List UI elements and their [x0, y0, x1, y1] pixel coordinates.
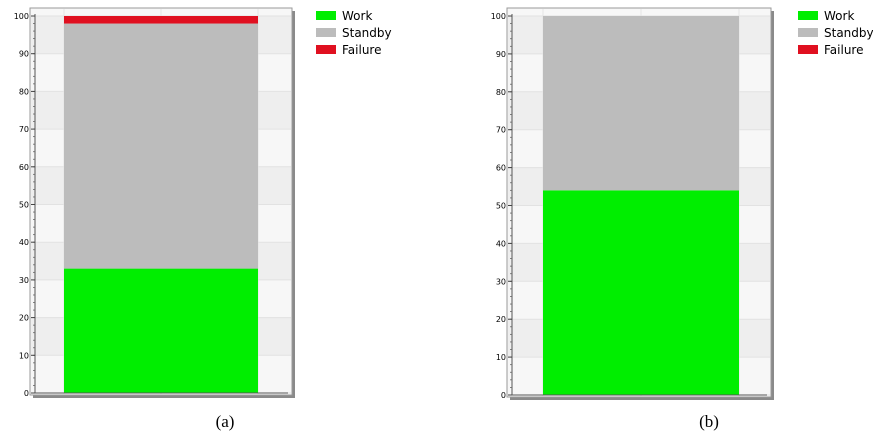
y-tick-label: 90	[496, 50, 506, 59]
bar-segment-work	[543, 190, 739, 395]
chart-caption-b: (b)	[699, 412, 719, 431]
chart-b: 0 10 20 30 40 50 60 70 80 90 100 Work Standby Failure	[491, 7, 873, 400]
y-tick-label: 10	[19, 351, 29, 360]
legend-swatch-failure	[316, 45, 336, 54]
y-tick-label: 80	[496, 88, 506, 97]
y-tick-label: 60	[19, 163, 29, 172]
y-tick-label: 40	[496, 239, 506, 248]
y-tick-label: 100	[491, 12, 506, 21]
legend-label-work: Work	[342, 9, 372, 23]
y-tick-label: 90	[19, 50, 29, 59]
y-tick-label: 10	[496, 353, 506, 362]
y-tick-label: 80	[19, 87, 29, 96]
y-tick-label: 20	[496, 315, 506, 324]
legend-swatch-standby	[798, 28, 818, 37]
legend-label-work: Work	[824, 9, 854, 23]
y-tick-label: 0	[24, 389, 29, 398]
bar-segment-standby	[64, 23, 258, 269]
y-tick-label: 50	[19, 201, 29, 210]
y-tick-label: 20	[19, 314, 29, 323]
bar-segment-work	[64, 268, 258, 393]
chart-a: 0 10 20 30 40 50 60 70 80 90 100 Work Standby Failure	[14, 7, 392, 398]
legend-label-standby: Standby	[824, 26, 873, 40]
bar-segment-standby	[543, 16, 739, 191]
chart-caption-a: (a)	[215, 412, 235, 431]
y-tick-label: 70	[19, 125, 29, 134]
legend-swatch-failure	[798, 45, 818, 54]
y-tick-label: 100	[14, 12, 29, 21]
bar-segment-failure	[64, 16, 258, 24]
legend-swatch-work	[798, 11, 818, 20]
legend-swatch-standby	[316, 28, 336, 37]
y-tick-label: 70	[496, 126, 506, 135]
y-tick-label: 60	[496, 164, 506, 173]
y-tick-label: 30	[496, 277, 506, 286]
y-tick-label: 50	[496, 202, 506, 211]
legend-label-standby: Standby	[342, 26, 392, 40]
legend-swatch-work	[316, 11, 336, 20]
legend-label-failure: Failure	[824, 43, 863, 57]
y-tick-label: 40	[19, 238, 29, 247]
legend-label-failure: Failure	[342, 43, 381, 57]
y-tick-label: 0	[501, 391, 506, 400]
y-tick-label: 30	[19, 276, 29, 285]
